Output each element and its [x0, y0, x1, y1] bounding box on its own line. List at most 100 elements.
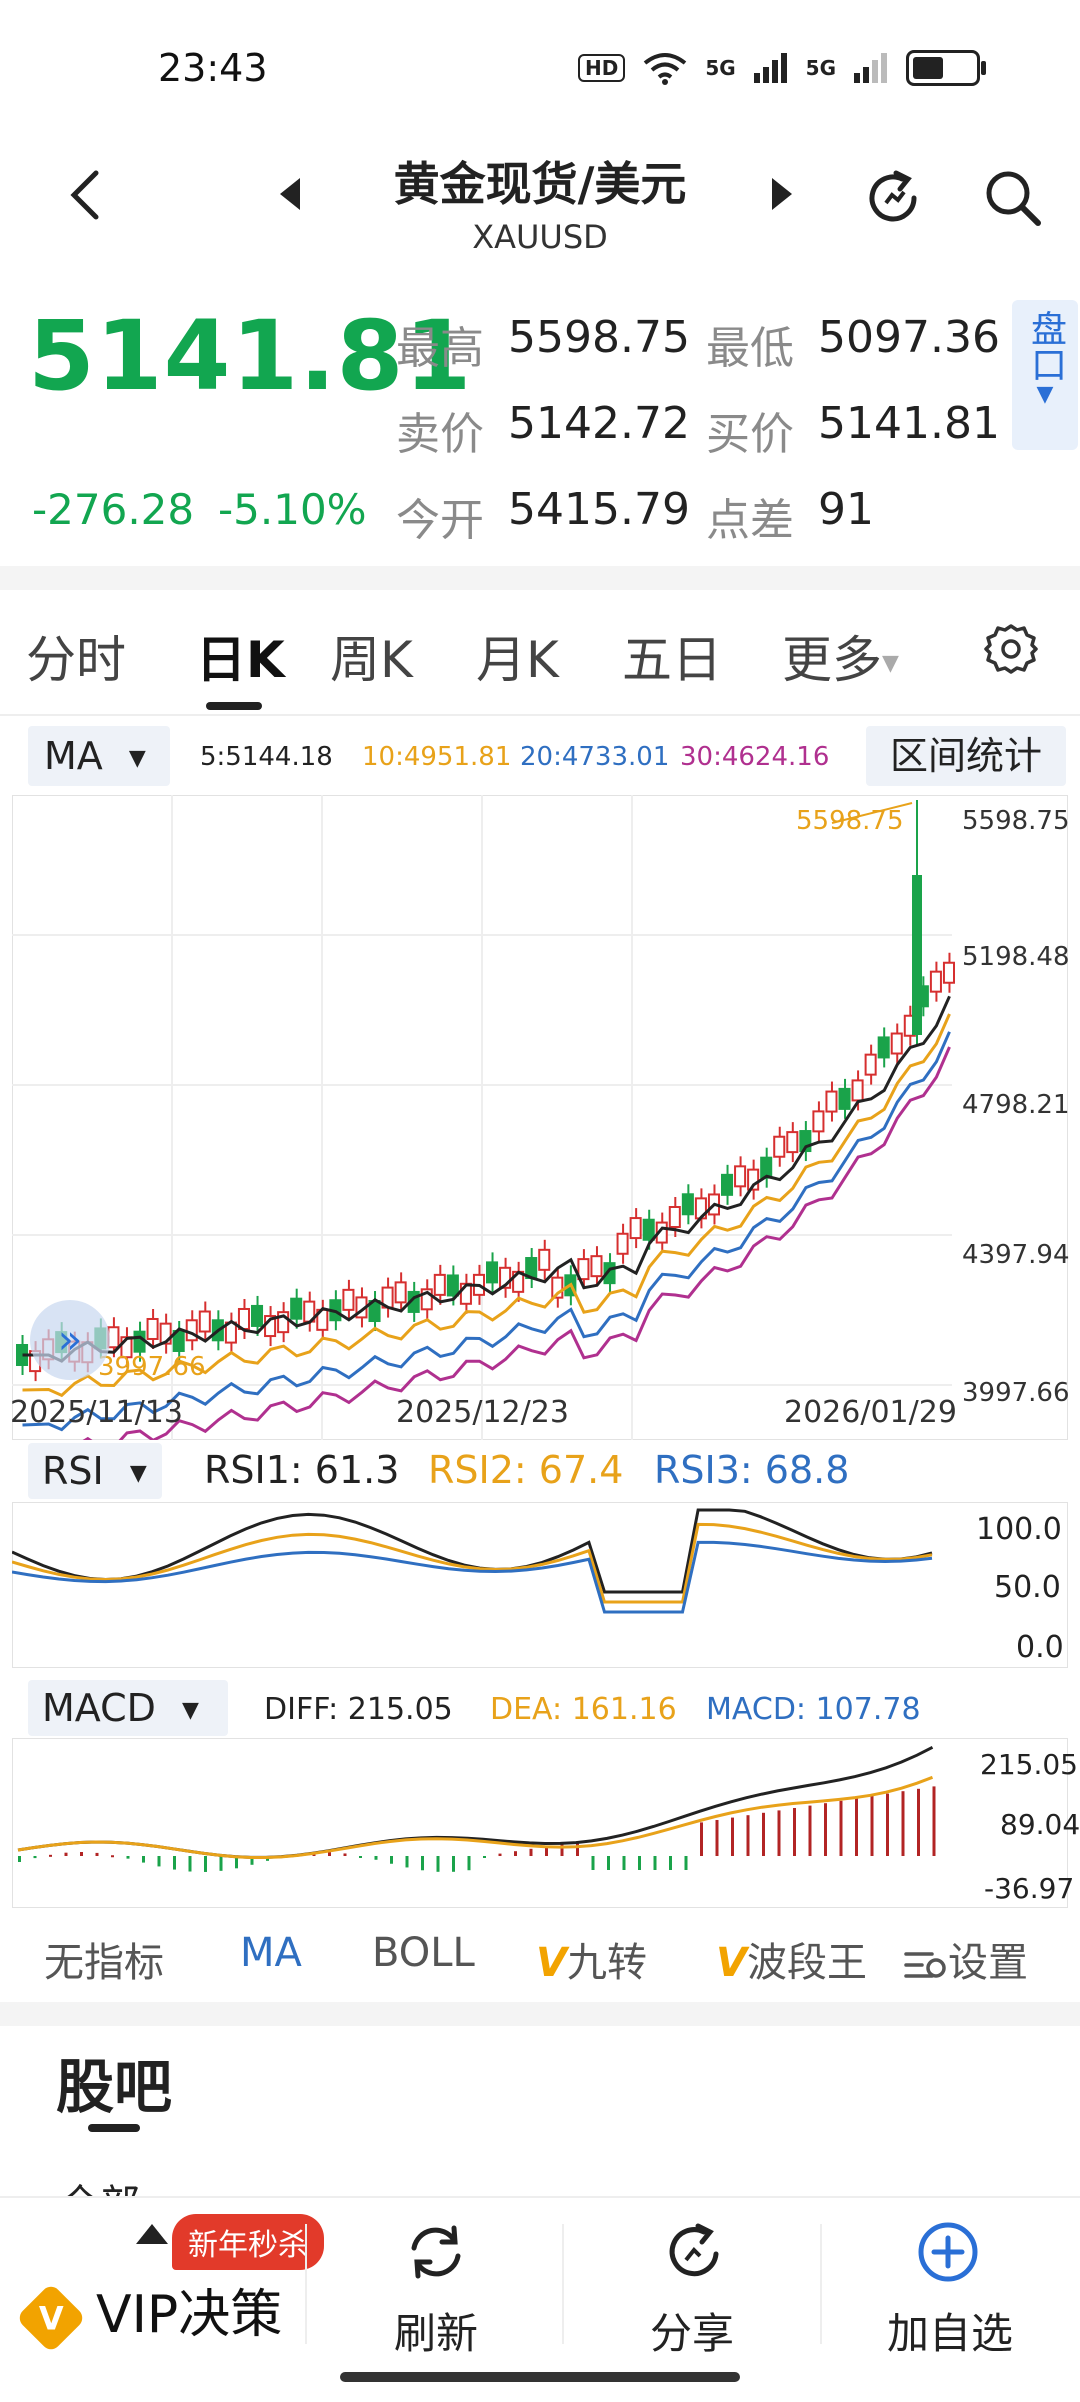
low-value: 5097.36	[818, 312, 1000, 363]
macd-bar	[824, 1803, 827, 1856]
spread-label: 点差	[706, 495, 794, 546]
rsi-select-label: RSI	[42, 1449, 104, 1493]
rsi-chart[interactable]	[12, 1502, 1068, 1668]
indicator-none[interactable]: 无指标	[44, 1940, 164, 1986]
refresh-icon[interactable]	[860, 165, 926, 231]
candle	[538, 1248, 551, 1271]
divider	[305, 2224, 307, 2344]
prev-symbol-icon[interactable]	[280, 178, 300, 210]
rsi-indicator-select[interactable]: RSI ▼	[28, 1443, 162, 1499]
candle	[198, 1310, 211, 1333]
gear-icon[interactable]	[984, 622, 1038, 676]
candle	[747, 1168, 760, 1191]
macd-bar	[746, 1815, 750, 1856]
add-watchlist-icon[interactable]	[916, 2220, 980, 2284]
candle	[486, 1261, 499, 1284]
divider	[820, 2224, 822, 2344]
guba-title[interactable]: 股吧	[56, 2053, 173, 2121]
y-label-5: 3997.66	[962, 1378, 1070, 1408]
candle	[799, 1130, 812, 1153]
add-watchlist-label[interactable]: 加自选	[886, 2309, 1013, 2358]
ma-indicator-select[interactable]: MA ▼	[28, 726, 170, 786]
macd-bar	[529, 1848, 533, 1856]
battery-icon	[906, 50, 986, 86]
rsi3-line	[12, 1540, 933, 1614]
indicator-ma[interactable]: MA	[240, 1930, 302, 1976]
refresh-label[interactable]: 刷新	[393, 2309, 478, 2358]
macd-bar	[762, 1812, 765, 1856]
macd-indicator-select[interactable]: MACD ▼	[28, 1680, 228, 1736]
candle	[251, 1304, 264, 1327]
macd-bar	[142, 1856, 145, 1863]
macd-bar	[173, 1856, 176, 1870]
bid-label: 买价	[706, 409, 794, 460]
macd-bar	[235, 1856, 238, 1869]
tab-intraday[interactable]: 分时	[26, 631, 126, 689]
candle	[760, 1156, 773, 1179]
tab-weekly-k[interactable]: 周K	[330, 631, 413, 689]
search-icon[interactable]	[980, 165, 1046, 231]
macd-bar	[33, 1856, 37, 1859]
sliders-icon	[904, 1952, 946, 1978]
home-indicator	[340, 2372, 740, 2382]
macd-bar	[808, 1805, 812, 1856]
symbol-code: XAUUSD	[472, 218, 608, 256]
candle	[929, 970, 942, 993]
indicator-settings[interactable]: 设置	[904, 1930, 1028, 1988]
ma5-legend: 5:5144.18	[200, 742, 333, 772]
last-price: 5141.81	[28, 300, 473, 412]
macd-bar	[622, 1856, 626, 1870]
candle	[159, 1322, 172, 1345]
range-stats-button[interactable]: 区间统计	[866, 726, 1066, 786]
tab-monthly-k[interactable]: 月K	[476, 631, 559, 689]
tab-daily-k[interactable]: 日K	[196, 631, 285, 689]
macd-bar	[545, 1846, 548, 1856]
jiuzhuan-label: 九转	[566, 1940, 647, 1986]
high-marker-line	[831, 802, 913, 824]
indicator-boduanwang[interactable]: V波段王	[716, 1930, 867, 1988]
macd-y-mid: 89.04	[1000, 1808, 1080, 1841]
rsi1-legend: RSI1: 61.3	[204, 1448, 400, 1492]
indicator-jiuzhuan[interactable]: V九转	[536, 1930, 647, 1988]
expand-icon[interactable]: »	[30, 1300, 110, 1380]
macd-bar	[111, 1855, 114, 1858]
guba-filter-all[interactable]: 全部	[60, 2172, 140, 2198]
tab-five-day[interactable]: 五日	[622, 631, 722, 689]
kline-chart[interactable]	[12, 795, 1068, 1440]
v-badge-icon: V	[716, 1940, 747, 1986]
back-icon[interactable]	[58, 165, 118, 225]
macd-chart[interactable]	[12, 1738, 1068, 1908]
macd-bar	[886, 1793, 889, 1856]
hd-icon: HD	[577, 54, 626, 82]
promo-badge[interactable]: 新年秒杀	[172, 2214, 324, 2270]
wifi-icon	[644, 53, 687, 85]
caret-down-icon: ▼	[129, 1460, 147, 1486]
candle	[838, 1087, 851, 1110]
ma10-line	[22, 1013, 951, 1398]
macd-bar	[514, 1851, 517, 1856]
ma10-legend: 10:4951.81	[362, 742, 512, 772]
section-divider	[0, 566, 1080, 590]
share-label[interactable]: 分享	[649, 2309, 734, 2358]
panko-button[interactable]: 盘口 ▼	[1012, 300, 1078, 450]
rsi3-legend: RSI3: 68.8	[654, 1448, 850, 1492]
macd-bar	[870, 1796, 874, 1856]
candle	[433, 1273, 446, 1296]
macd-legend: MACD: 107.78	[706, 1692, 921, 1727]
macd-bar	[901, 1791, 905, 1856]
caret-up-icon[interactable]	[136, 2224, 168, 2244]
ma30-line	[82, 1046, 951, 1440]
vip-button[interactable]: V VIP决策	[15, 2272, 283, 2354]
macd-bar	[374, 1856, 378, 1860]
vip-label: VIP决策	[96, 2285, 283, 2345]
price-change: -276.28	[32, 485, 195, 534]
indicator-boll[interactable]: BOLL	[372, 1930, 475, 1976]
share-icon[interactable]	[660, 2218, 728, 2286]
macd-bar	[700, 1822, 703, 1856]
tab-more[interactable]: 更多▼	[782, 620, 899, 692]
macd-bar	[731, 1817, 734, 1856]
refresh-icon[interactable]	[402, 2218, 470, 2286]
next-symbol-icon[interactable]	[772, 178, 792, 210]
dea-legend: DEA: 161.16	[490, 1692, 677, 1727]
macd-y-top: 215.05	[980, 1748, 1078, 1781]
